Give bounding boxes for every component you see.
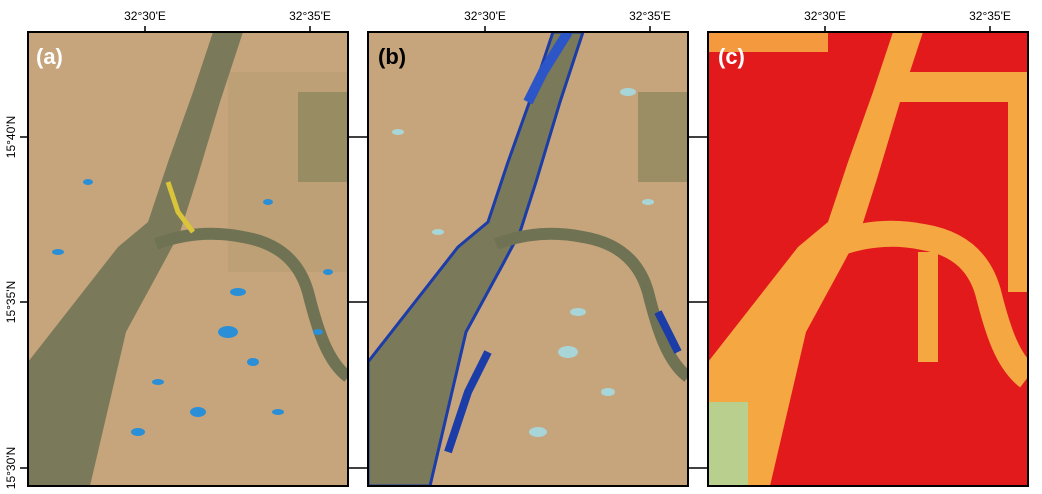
x-tick-label: 32°35'E xyxy=(289,9,331,23)
panel-a-map xyxy=(28,32,348,486)
frame xyxy=(367,31,689,487)
panel-label: (a) xyxy=(36,44,63,69)
panel-label: (c) xyxy=(718,44,745,69)
x-tick-label: 32°35'E xyxy=(969,9,1011,23)
frame xyxy=(707,31,1029,487)
frame xyxy=(27,31,349,487)
tick-marks xyxy=(20,26,991,469)
x-tick-label: 32°30'E xyxy=(124,9,166,23)
y-tick-label: 15°30'N xyxy=(4,447,18,489)
y-tick-label: 15°35'N xyxy=(4,281,18,323)
x-tick-label: 32°35'E xyxy=(629,9,671,23)
panel-b-map xyxy=(368,32,688,486)
panel-c-map xyxy=(708,32,1028,486)
x-tick-label: 32°30'E xyxy=(804,9,846,23)
panel-label: (b) xyxy=(378,44,406,69)
x-tick-label: 32°30'E xyxy=(464,9,506,23)
y-tick-label: 15°40'N xyxy=(4,116,18,158)
